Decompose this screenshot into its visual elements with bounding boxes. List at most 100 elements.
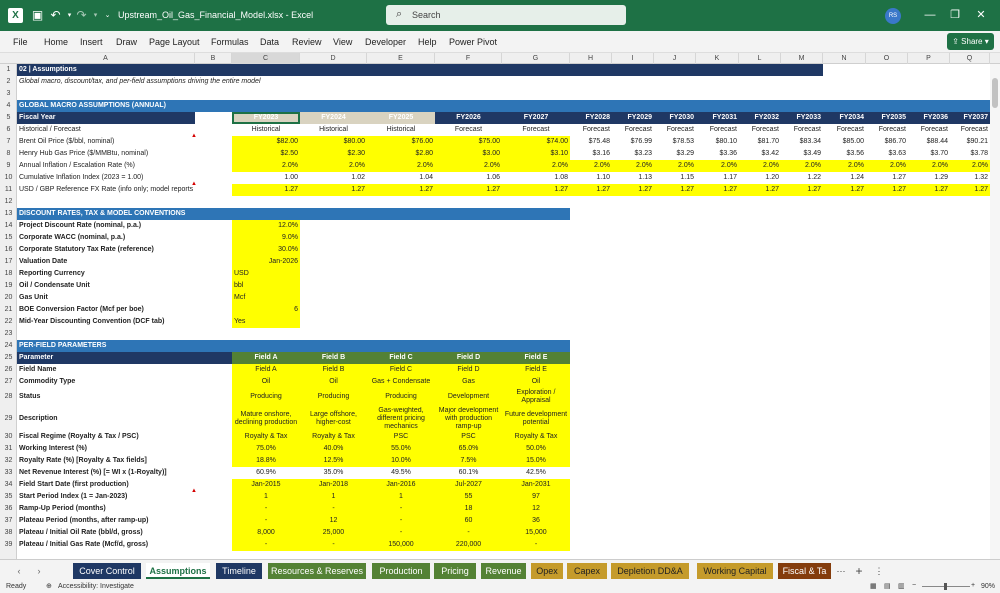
discount-row-label[interactable]: Reporting Currency — [19, 270, 85, 277]
field-value[interactable]: Major development with production ramp-u… — [435, 407, 502, 431]
discount-value[interactable]: 30.0% — [232, 244, 300, 256]
field-row-label[interactable]: Field Start Date (first production) — [19, 481, 129, 488]
macro-value[interactable]: $75.48 — [588, 138, 610, 145]
field-value[interactable]: Jul-2027 — [435, 479, 502, 491]
menu-draw[interactable]: Draw — [116, 37, 138, 47]
row-header[interactable]: 16 — [4, 246, 13, 253]
macro-value[interactable]: $75.00 — [435, 136, 502, 148]
comment-indicator-icon[interactable]: ▲ — [191, 181, 197, 187]
macro-value[interactable]: 1.02 — [351, 174, 365, 181]
macro-value[interactable]: 2.0% — [781, 160, 823, 172]
column-header[interactable]: B — [195, 53, 232, 64]
redo-dropdown-icon[interactable]: ▾ — [93, 12, 98, 19]
field-value[interactable]: Field C — [367, 364, 435, 376]
macro-value[interactable]: 2.0% — [300, 160, 367, 172]
menu-developer[interactable]: Developer — [365, 37, 407, 47]
field-value[interactable]: Royalty & Tax — [232, 431, 300, 443]
macro-value[interactable]: 1.27 — [950, 184, 990, 196]
field-value[interactable]: - — [367, 527, 435, 539]
field-value[interactable]: 150,000 — [367, 539, 435, 551]
header-fill[interactable] — [195, 352, 232, 364]
macro-value[interactable]: Historical — [251, 126, 281, 133]
macro-value[interactable]: 2.0% — [696, 160, 739, 172]
sheet-tab-timeline[interactable]: Timeline — [216, 563, 262, 579]
menu-home[interactable]: Home — [44, 37, 69, 47]
macro-value[interactable]: Forecast — [960, 126, 988, 133]
row-header[interactable]: 1 — [6, 66, 11, 73]
vertical-scrollbar[interactable] — [990, 64, 1000, 559]
discount-row-label[interactable]: Corporate WACC (nominal, p.a.) — [19, 234, 126, 241]
close-icon[interactable]: ✕ — [976, 9, 986, 21]
row-header[interactable]: 13 — [4, 210, 13, 217]
macro-value[interactable]: 1.22 — [807, 174, 821, 181]
row-header[interactable]: 23 — [4, 330, 13, 337]
page-layout-view-icon[interactable]: ▤ — [884, 583, 891, 590]
menu-insert[interactable]: Insert — [80, 37, 103, 47]
macro-value[interactable]: $3.00 — [435, 148, 502, 160]
field-value[interactable]: 55 — [435, 491, 502, 503]
field-value[interactable]: Gas-weighted, different pricing mechanic… — [367, 407, 435, 431]
zoom-out-icon[interactable]: − — [912, 582, 917, 589]
field-row-label[interactable]: Working Interest (%) — [19, 445, 87, 452]
column-header[interactable]: M — [781, 53, 823, 64]
year-header[interactable]: FY2027 — [502, 112, 570, 124]
field-value[interactable]: Jan-2015 — [232, 479, 300, 491]
year-header[interactable]: FY2030 — [654, 112, 696, 124]
parameter-label[interactable]: Parameter — [17, 352, 195, 364]
field-value[interactable]: - — [232, 503, 300, 515]
field-value[interactable]: 12 — [502, 503, 570, 515]
field-value[interactable]: Field D — [435, 364, 502, 376]
macro-value[interactable]: Forecast — [878, 126, 906, 133]
field-value[interactable]: Exploration / Appraisal — [502, 387, 570, 407]
minimize-icon[interactable]: — — [924, 9, 936, 21]
macro-value[interactable]: 2.0% — [367, 160, 435, 172]
macro-value[interactable]: Forecast — [836, 126, 864, 133]
row-header[interactable]: 21 — [4, 306, 13, 313]
year-header[interactable]: FY2032 — [739, 112, 781, 124]
year-header[interactable]: FY2026 — [435, 112, 502, 124]
macro-value[interactable]: $3.42 — [761, 150, 779, 157]
field-value[interactable]: Oil — [232, 376, 300, 387]
macro-value[interactable]: Forecast — [582, 126, 610, 133]
macro-value[interactable]: $3.49 — [803, 150, 821, 157]
row-header[interactable]: 36 — [4, 505, 13, 512]
column-header[interactable]: L — [739, 53, 781, 64]
row-header[interactable]: 30 — [4, 433, 13, 440]
page-break-view-icon[interactable]: ▥ — [898, 583, 905, 590]
sheet-tab-revenue[interactable]: Revenue — [481, 563, 526, 579]
row-header[interactable]: 34 — [4, 481, 13, 488]
sheet-tab-capex[interactable]: Capex — [567, 563, 607, 579]
macro-value[interactable]: 1.27 — [781, 184, 823, 196]
discount-value[interactable]: 12.0% — [232, 220, 300, 232]
field-value[interactable]: 97 — [502, 491, 570, 503]
macro-value[interactable]: 1.27 — [654, 184, 696, 196]
field-value[interactable]: 65.0% — [435, 443, 502, 455]
field-header[interactable]: Field A — [232, 352, 300, 364]
macro-value[interactable]: 1.27 — [908, 184, 950, 196]
macro-value[interactable]: $80.00 — [300, 136, 367, 148]
column-header[interactable]: A — [17, 53, 195, 64]
field-value[interactable]: 7.5% — [435, 455, 502, 467]
field-value[interactable]: 12.5% — [300, 455, 367, 467]
field-header[interactable]: Field D — [435, 352, 502, 364]
year-header[interactable]: FY2028 — [570, 112, 612, 124]
macro-value[interactable]: 1.27 — [300, 184, 367, 196]
macro-value[interactable]: Forecast — [454, 126, 483, 133]
sheet-tab-production[interactable]: Production — [372, 563, 430, 579]
field-value[interactable]: 60.9% — [256, 469, 276, 476]
sheet-tab-fiscal-ta[interactable]: Fiscal & Ta — [778, 563, 831, 579]
field-value[interactable]: Oil — [502, 376, 570, 387]
field-value[interactable]: 8,000 — [232, 527, 300, 539]
field-value[interactable]: - — [502, 539, 570, 551]
column-header[interactable]: P — [908, 53, 950, 64]
row-header[interactable]: 35 — [4, 493, 13, 500]
field-value[interactable]: - — [367, 515, 435, 527]
macro-value[interactable]: $85.00 — [842, 138, 864, 145]
macro-value[interactable]: $78.53 — [672, 138, 694, 145]
share-button[interactable]: ⇪ Share ▾ — [947, 33, 994, 50]
macro-value[interactable]: Forecast — [624, 126, 652, 133]
macro-value[interactable]: $76.00 — [367, 136, 435, 148]
zoom-in-icon[interactable]: + — [971, 582, 976, 589]
column-header[interactable]: C — [232, 53, 300, 64]
macro-row-label[interactable]: Historical / Forecast — [19, 126, 81, 133]
